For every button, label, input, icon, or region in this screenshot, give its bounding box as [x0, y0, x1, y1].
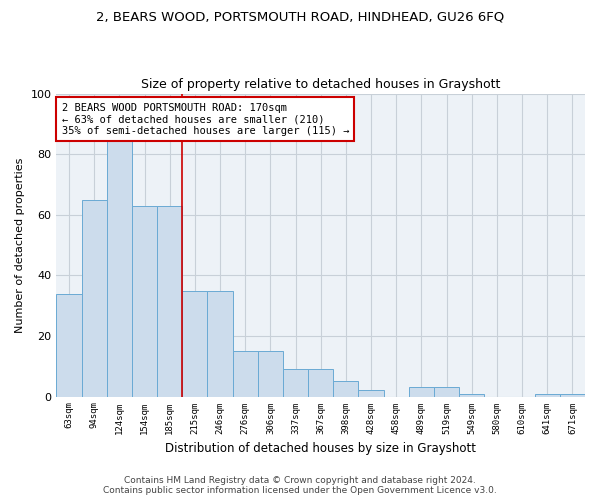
Bar	[560, 394, 585, 396]
Title: Size of property relative to detached houses in Grayshott: Size of property relative to detached ho…	[141, 78, 500, 91]
Bar	[409, 388, 434, 396]
Text: 2 BEARS WOOD PORTSMOUTH ROAD: 170sqm
← 63% of detached houses are smaller (210)
: 2 BEARS WOOD PORTSMOUTH ROAD: 170sqm ← 6…	[62, 102, 349, 136]
Bar	[333, 382, 358, 396]
Y-axis label: Number of detached properties: Number of detached properties	[15, 158, 25, 332]
Bar	[157, 206, 182, 396]
X-axis label: Distribution of detached houses by size in Grayshott: Distribution of detached houses by size …	[165, 442, 476, 455]
Bar	[434, 388, 459, 396]
Text: Contains HM Land Registry data © Crown copyright and database right 2024.
Contai: Contains HM Land Registry data © Crown c…	[103, 476, 497, 495]
Bar	[233, 351, 258, 397]
Text: 2, BEARS WOOD, PORTSMOUTH ROAD, HINDHEAD, GU26 6FQ: 2, BEARS WOOD, PORTSMOUTH ROAD, HINDHEAD…	[96, 10, 504, 23]
Bar	[208, 290, 233, 397]
Bar	[132, 206, 157, 396]
Bar	[308, 370, 333, 396]
Bar	[459, 394, 484, 396]
Bar	[283, 370, 308, 396]
Bar	[535, 394, 560, 396]
Bar	[358, 390, 383, 396]
Bar	[258, 351, 283, 397]
Bar	[56, 294, 82, 397]
Bar	[182, 290, 208, 397]
Bar	[82, 200, 107, 396]
Bar	[107, 139, 132, 396]
